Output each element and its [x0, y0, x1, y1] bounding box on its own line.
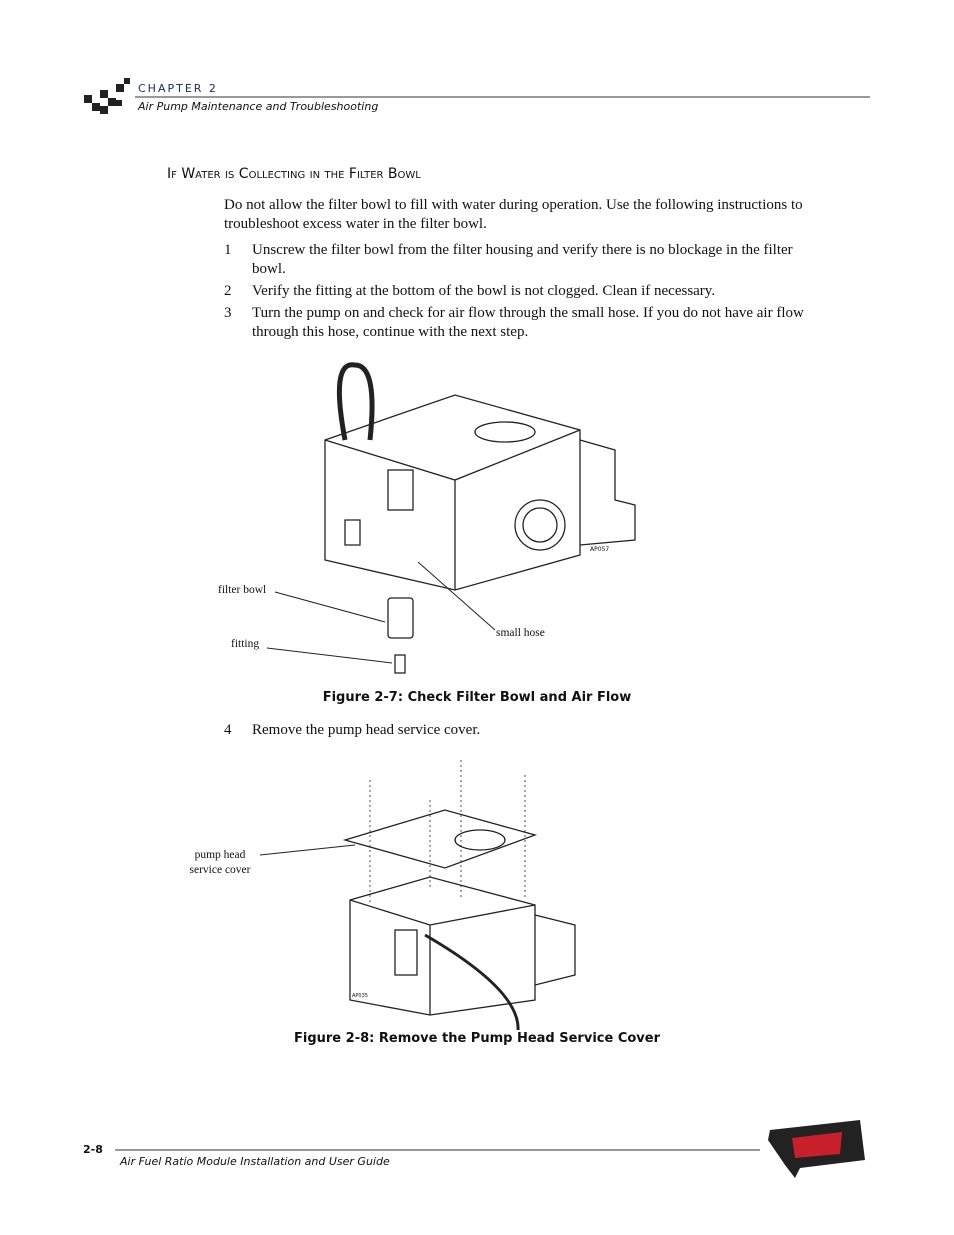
figure-label: filter bowl [218, 584, 267, 596]
figure-1-illustration [266, 362, 636, 674]
chapter-subtitle: Air Pump Maintenance and Troubleshooting [138, 100, 379, 113]
step-text: Turn the pump on and check for air flow … [252, 305, 804, 340]
step-text: Verify the fitting at the bottom of the … [252, 283, 716, 299]
chapter-label: CHAPTER 2 [138, 82, 218, 95]
figure-code: AP035 [352, 993, 368, 999]
step-number: 1 [224, 242, 232, 258]
step-text: Unscrew the filter bowl from the filter … [252, 242, 793, 277]
figure-label: fitting [231, 638, 260, 650]
step-number: 2 [224, 283, 232, 299]
footer-title: Air Fuel Ratio Module Installation and U… [120, 1155, 390, 1168]
intro-paragraph: Do not allow the filter bowl to fill wit… [224, 197, 803, 232]
figure-label: pump head service cover [189, 849, 251, 876]
flag-icon [84, 78, 130, 114]
step-number: 4 [224, 722, 232, 738]
figure-code: AP057 [590, 546, 610, 553]
dynojet-logo [768, 1120, 865, 1178]
step-number: 3 [224, 305, 232, 321]
step-text: Remove the pump head service cover. [252, 722, 481, 738]
figure-caption: Figure 2-7: Check Filter Bowl and Air Fl… [322, 690, 632, 705]
figure-2-illustration [259, 760, 576, 1031]
figure-label: small hose [496, 627, 545, 639]
figure-caption: Figure 2-8: Remove the Pump Head Service… [294, 1031, 660, 1046]
section-heading: If Water is Collecting in the Filter Bow… [167, 166, 421, 182]
page-number: 2-8 [83, 1143, 103, 1156]
